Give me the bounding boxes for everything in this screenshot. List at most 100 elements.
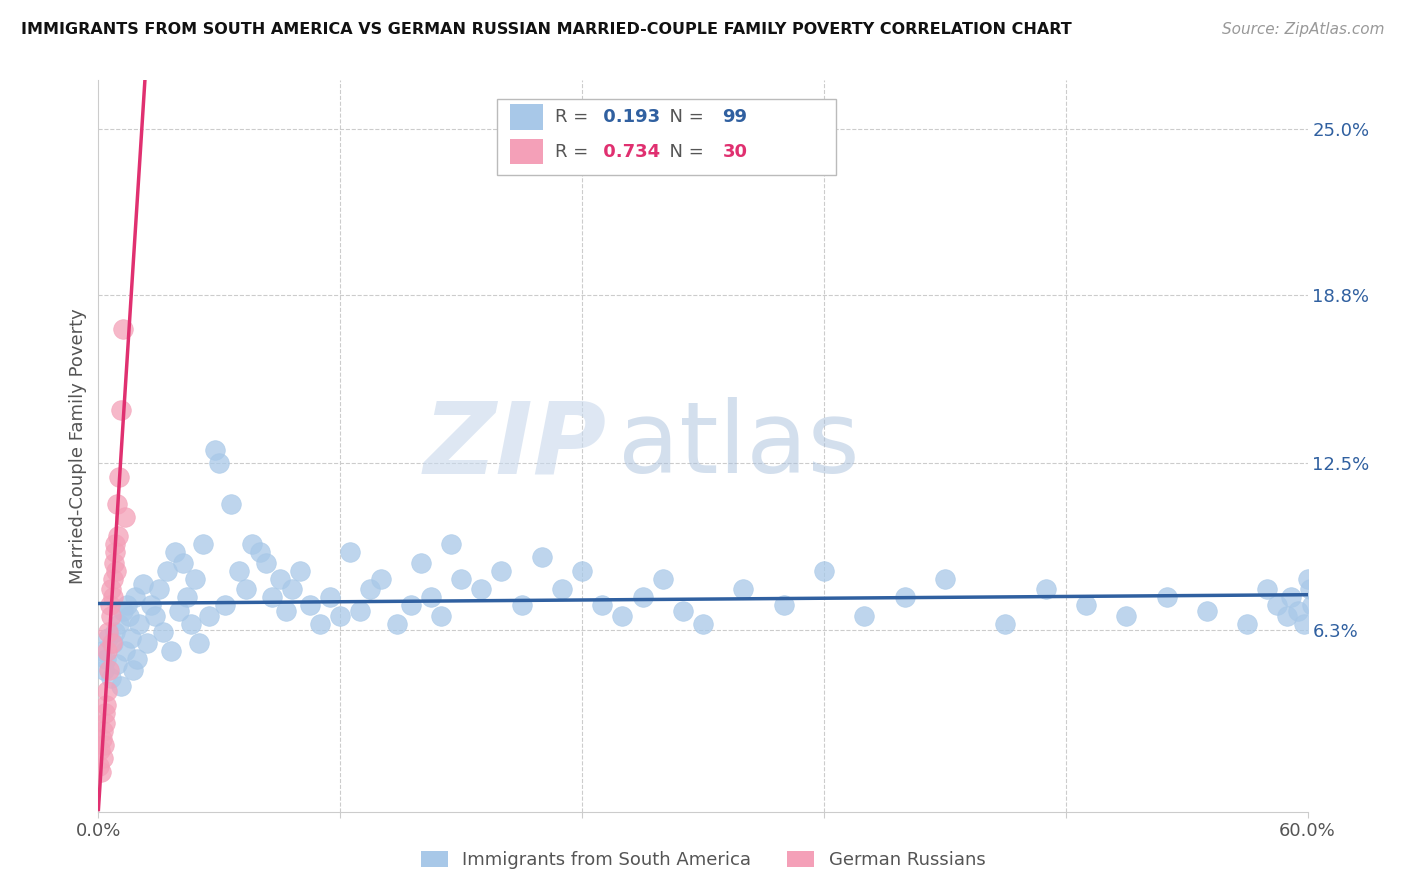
Point bbox=[176, 591, 198, 605]
Point bbox=[1195, 604, 1218, 618]
Text: atlas: atlas bbox=[619, 398, 860, 494]
Point bbox=[269, 572, 291, 586]
Point bbox=[612, 609, 634, 624]
Point bbox=[1298, 582, 1320, 597]
Point bbox=[107, 617, 129, 632]
Point bbox=[409, 556, 432, 570]
Bar bbox=[498, 99, 837, 176]
Point bbox=[107, 529, 129, 543]
Point bbox=[101, 591, 124, 605]
Point bbox=[184, 572, 207, 586]
Point bbox=[235, 582, 257, 597]
Y-axis label: Married-Couple Family Poverty: Married-Couple Family Poverty bbox=[69, 308, 87, 584]
Point bbox=[118, 609, 141, 624]
Legend: Immigrants from South America, German Russians: Immigrants from South America, German Ru… bbox=[412, 842, 994, 879]
Point bbox=[339, 545, 361, 559]
Point bbox=[103, 625, 125, 640]
Point bbox=[163, 545, 186, 559]
Point bbox=[360, 582, 382, 597]
Point bbox=[260, 591, 283, 605]
Point bbox=[97, 625, 120, 640]
Point bbox=[299, 599, 322, 613]
Text: 30: 30 bbox=[723, 143, 748, 161]
Point bbox=[1296, 572, 1319, 586]
Point bbox=[91, 732, 114, 747]
Point bbox=[110, 679, 132, 693]
Point bbox=[281, 582, 304, 597]
Point bbox=[254, 556, 277, 570]
Point bbox=[430, 609, 453, 624]
Point bbox=[160, 644, 183, 658]
Point bbox=[103, 556, 125, 570]
Point bbox=[89, 743, 111, 757]
Point bbox=[94, 706, 117, 720]
Point bbox=[105, 657, 128, 672]
Point bbox=[172, 556, 194, 570]
Point bbox=[450, 572, 472, 586]
Point bbox=[180, 617, 202, 632]
Point bbox=[120, 631, 142, 645]
Point bbox=[733, 582, 755, 597]
Point bbox=[100, 609, 122, 624]
Point bbox=[152, 625, 174, 640]
Point bbox=[111, 322, 134, 336]
Point bbox=[104, 564, 127, 578]
Point bbox=[491, 564, 513, 578]
Point bbox=[1277, 609, 1299, 624]
Point bbox=[329, 609, 352, 624]
Point bbox=[98, 599, 121, 613]
Point bbox=[440, 537, 463, 551]
Point bbox=[91, 751, 114, 765]
Point bbox=[651, 572, 673, 586]
Point bbox=[530, 550, 553, 565]
Text: IMMIGRANTS FROM SOUTH AMERICA VS GERMAN RUSSIAN MARRIED-COUPLE FAMILY POVERTY CO: IMMIGRANTS FROM SOUTH AMERICA VS GERMAN … bbox=[21, 22, 1071, 37]
Point bbox=[90, 764, 112, 779]
Point bbox=[994, 617, 1017, 632]
Point bbox=[893, 591, 915, 605]
Point bbox=[853, 609, 876, 624]
Point bbox=[772, 599, 794, 613]
Point bbox=[631, 591, 654, 605]
Point bbox=[591, 599, 613, 613]
Point bbox=[571, 564, 593, 578]
Point bbox=[274, 604, 297, 618]
Point bbox=[1256, 582, 1278, 597]
Point bbox=[349, 604, 371, 618]
Point bbox=[97, 663, 120, 677]
Point bbox=[1286, 604, 1309, 618]
Point bbox=[96, 684, 118, 698]
Point bbox=[100, 636, 122, 650]
Point bbox=[100, 582, 122, 597]
Point bbox=[100, 671, 122, 685]
Point bbox=[91, 644, 114, 658]
Point bbox=[1301, 599, 1323, 613]
Point bbox=[111, 604, 134, 618]
Point bbox=[143, 609, 166, 624]
Point bbox=[1115, 609, 1137, 624]
Point bbox=[114, 510, 136, 524]
Point bbox=[193, 537, 215, 551]
Point bbox=[103, 537, 125, 551]
Point bbox=[96, 644, 118, 658]
Point bbox=[551, 582, 574, 597]
Text: N =: N = bbox=[658, 108, 710, 126]
Point bbox=[1236, 617, 1258, 632]
Point bbox=[470, 582, 492, 597]
Point bbox=[288, 564, 311, 578]
Point bbox=[93, 724, 115, 739]
Point bbox=[101, 572, 124, 586]
Text: 0.193: 0.193 bbox=[596, 108, 659, 126]
Point bbox=[139, 599, 162, 613]
Point bbox=[110, 402, 132, 417]
Point bbox=[93, 738, 115, 752]
Bar bbox=[509, 104, 543, 130]
Text: N =: N = bbox=[658, 143, 710, 161]
Point bbox=[105, 497, 128, 511]
Point bbox=[128, 617, 150, 632]
Text: R =: R = bbox=[555, 143, 595, 161]
Point bbox=[104, 545, 127, 559]
Point bbox=[934, 572, 956, 586]
Text: 0.734: 0.734 bbox=[596, 143, 659, 161]
Point bbox=[370, 572, 392, 586]
Point bbox=[510, 599, 533, 613]
